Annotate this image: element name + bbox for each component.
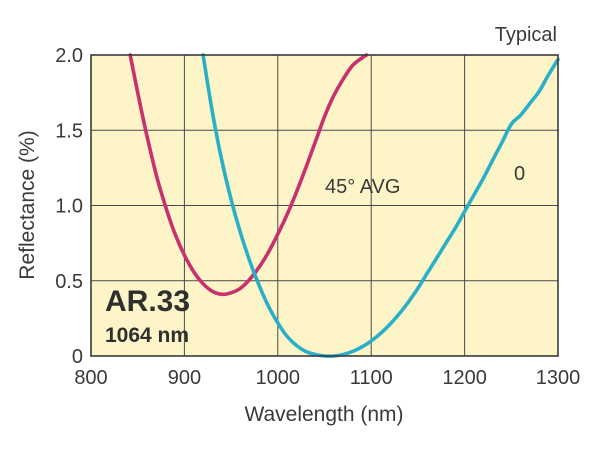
x-tick-label: 800 <box>74 367 107 389</box>
x-tick-label: 1000 <box>256 367 301 389</box>
x-axis-ticks: 800 900 1000 1100 1200 1300 <box>74 367 580 389</box>
x-tick-label: 1100 <box>350 367 393 389</box>
series-label-45-avg: 45° AVG <box>325 176 400 198</box>
x-axis-title: Wavelength (nm) <box>244 403 403 426</box>
chart-title: Typical <box>495 24 557 46</box>
product-wavelength: 1064 nm <box>105 324 189 347</box>
y-axis-title: Reflectance (%) <box>16 130 39 279</box>
x-tick-label: 900 <box>168 367 201 389</box>
y-tick-label: 2.0 <box>55 45 83 67</box>
y-tick-label: 0 <box>72 346 83 368</box>
y-tick-label: 0.5 <box>55 271 83 293</box>
x-tick-label: 1300 <box>536 367 581 389</box>
series-group <box>128 53 560 359</box>
series-label-0: 0 <box>514 163 525 185</box>
x-tick-label: 1200 <box>442 367 487 389</box>
y-tick-label: 1.0 <box>55 196 83 218</box>
series-line-0 <box>201 53 560 359</box>
product-name: AR.33 <box>105 285 190 318</box>
series-line-45-avg <box>128 53 369 297</box>
y-tick-label: 1.5 <box>55 120 83 142</box>
y-axis-ticks: 0 0.5 1.0 1.5 2.0 <box>55 45 83 368</box>
plot-frame <box>90 54 559 357</box>
